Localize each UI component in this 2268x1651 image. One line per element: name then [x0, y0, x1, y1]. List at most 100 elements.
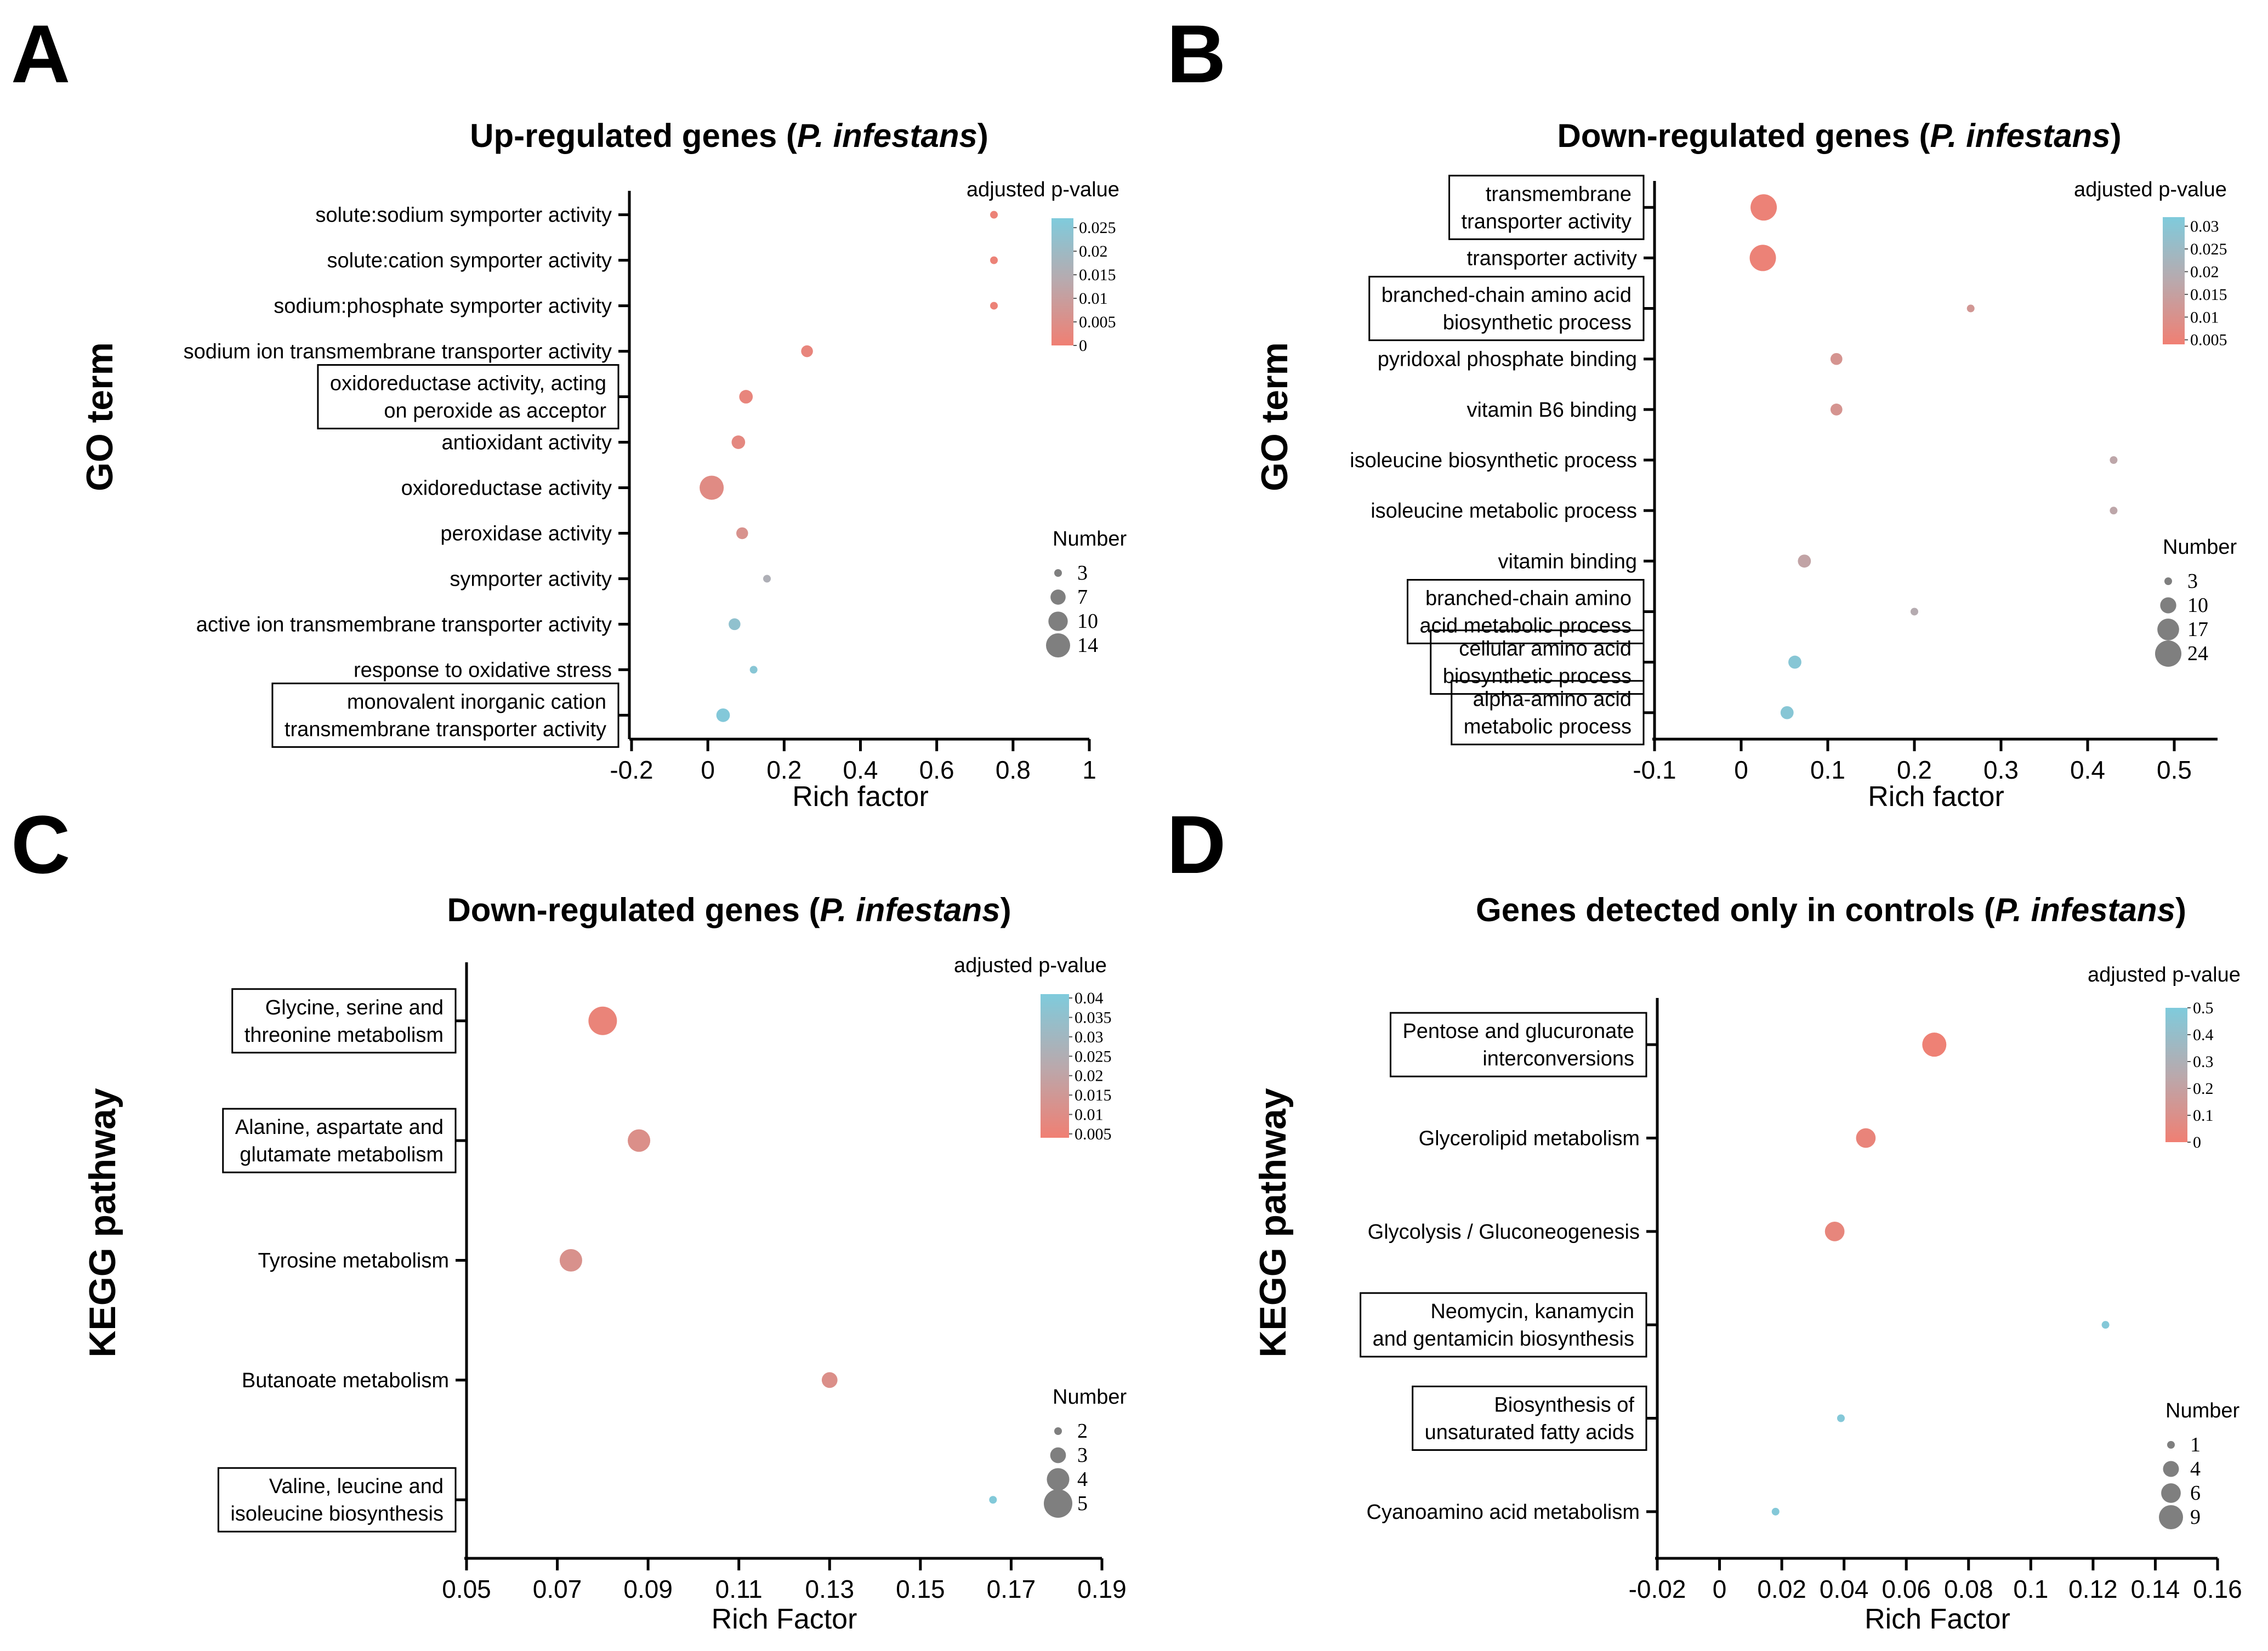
category-box-c: [222, 1108, 457, 1173]
size-legend-label-d: 6: [2190, 1482, 2201, 1505]
x-tick-label-c: 0.05: [442, 1575, 491, 1603]
category-label-line-c: isoleucine biosynthesis: [230, 1502, 444, 1525]
size-legend-label-b: 3: [2187, 570, 2198, 593]
category-label-d: Glycolysis / Gluconeogenesis: [1368, 1221, 1640, 1244]
category-label-line-c: threonine metabolism: [245, 1024, 444, 1047]
color-legend-tick-label-d: 0.4: [2193, 1026, 2214, 1044]
category-box-c: [217, 1467, 457, 1533]
size-legend-label-d: 4: [2190, 1457, 2201, 1480]
color-legend-tick-label-d: 0.1: [2193, 1107, 2214, 1125]
title-suffix: ): [2175, 892, 2186, 928]
color-legend-tick-label-b: 0.01: [2190, 308, 2219, 326]
color-legend-tick-label-b: 0.005: [2190, 331, 2227, 349]
x-tick-label-b: 0.2: [1897, 756, 1932, 784]
x-tick-label-d: 0.04: [1820, 1575, 1869, 1603]
x-tick-label-a: 0.6: [919, 756, 954, 784]
x-tick-label-d: 0: [1713, 1575, 1727, 1603]
data-point-c: [588, 1006, 617, 1035]
data-point-b: [1780, 706, 1794, 719]
panel-letter-b: B: [1167, 8, 1226, 100]
x-tick-label-a: 0.4: [843, 756, 878, 784]
size-legend-title-b: Number: [2163, 536, 2237, 559]
category-label-line-b: biosynthetic process: [1443, 665, 1632, 688]
category-box-d: [1360, 1292, 1647, 1358]
size-legend-dot-d: [2161, 1483, 2181, 1503]
category-label-a: oxidoreductase activity: [401, 476, 612, 500]
category-label-group-d: Biosynthesis of unsaturated fatty acids: [1412, 1386, 1647, 1451]
x-axis-title-d: Rich Factor: [1865, 1603, 2010, 1635]
data-point-d: [2101, 1321, 2110, 1329]
color-legend-tick-label-a: 0.005: [1079, 313, 1116, 331]
data-point-a: [990, 302, 998, 310]
title-suffix: ): [1001, 892, 1011, 928]
x-tick-label-d: 0.12: [2068, 1575, 2118, 1603]
color-legend-tick-label-a: 0.01: [1079, 290, 1108, 308]
color-legend-tick-label-c: 0.035: [1075, 1008, 1112, 1026]
category-label-line-b: cellular amino acid: [1459, 638, 1632, 661]
size-legend-dot-a: [1048, 611, 1068, 631]
category-label-b: isoleucine metabolic process: [1371, 500, 1637, 523]
x-tick-label-c: 0.17: [987, 1575, 1036, 1603]
size-legend-dot-c: [1050, 1447, 1066, 1463]
title-suffix: ): [977, 117, 988, 154]
panel-a: A Up-regulated genes (P. infestans) GO ter…: [11, 8, 1127, 813]
panel-letter-c: C: [11, 798, 70, 890]
category-label-group-c: Glycine, serine and threonine metabolism: [231, 988, 457, 1054]
title-prefix: Down-regulated genes (: [1557, 117, 1930, 154]
data-point-c: [821, 1372, 838, 1388]
category-label-group-b: branched-chain amino acid biosynthetic pr…: [1368, 276, 1645, 342]
size-legend-label-b: 10: [2187, 594, 2208, 617]
x-tick-label-d: 0.06: [1882, 1575, 1931, 1603]
size-legend-dot-a: [1054, 569, 1062, 577]
data-point-b: [2110, 507, 2118, 515]
category-label-line-d: Neomycin, kanamycin: [1430, 1300, 1634, 1323]
category-box-d: [1389, 1012, 1647, 1077]
data-point-c: [628, 1129, 651, 1152]
color-legend-tick-label-a: 0.02: [1079, 242, 1108, 260]
category-label-group-d: Pentose and glucuronate interconversions: [1389, 1012, 1647, 1077]
panel-letter-a: A: [11, 8, 70, 100]
category-label-a: sodium:phosphate symporter activity: [274, 295, 612, 318]
data-point-d: [1856, 1128, 1876, 1148]
category-label-group-c: Valine, leucine and isoleucine biosynthes…: [217, 1467, 457, 1533]
panel-d: D Genes detected only in controls (P. inf…: [1167, 798, 2242, 1635]
color-legend-tick-label-d: 0.2: [2193, 1080, 2214, 1098]
y-axis-title-c: KEGG pathway: [82, 1088, 123, 1357]
category-label-line-b: biosynthetic process: [1443, 311, 1632, 334]
category-label-a: solute:sodium symporter activity: [315, 204, 612, 227]
data-point-b: [1966, 304, 1975, 313]
x-axis-title-b: Rich factor: [1868, 781, 2004, 813]
color-legend-tick-label-a: 0: [1079, 337, 1087, 355]
size-legend-label-a: 10: [1077, 610, 1098, 633]
category-label-line-a: oxidoreductase activity, acting: [330, 372, 606, 395]
category-label-line-d: Biosynthesis of: [1494, 1394, 1634, 1417]
x-tick-label-a: -0.2: [610, 756, 653, 784]
size-legend-title-c: Number: [1053, 1386, 1127, 1409]
category-label-line-b: transporter activity: [1462, 210, 1632, 233]
data-point-c: [989, 1496, 997, 1504]
data-point-b: [1788, 655, 1801, 669]
category-label-c: Butanoate metabolism: [242, 1369, 449, 1392]
x-axis-title-a: Rich factor: [792, 781, 929, 813]
data-point-a: [990, 256, 998, 264]
category-label-line-c: Glycine, serine and: [265, 996, 444, 1019]
category-box-b: [1430, 629, 1645, 695]
color-legend-tick-label-c: 0.015: [1075, 1086, 1112, 1104]
x-tick-label-d: 0.02: [1757, 1575, 1806, 1603]
size-legend-dot-d: [2159, 1505, 2183, 1529]
category-label-a: antioxidant activity: [442, 432, 612, 455]
data-point-b: [1749, 245, 1776, 271]
x-tick-label-c: 0.11: [715, 1575, 763, 1603]
size-legend-dot-b: [2155, 640, 2181, 667]
color-legend-tick-label-d: 0: [2193, 1133, 2201, 1151]
title-prefix: Genes detected only in controls (: [1476, 892, 1995, 928]
category-label-d: Cyanoamino acid metabolism: [1367, 1501, 1640, 1524]
size-legend-title-a: Number: [1053, 527, 1127, 551]
size-legend-dot-b: [2160, 597, 2176, 614]
x-tick-label-d: 0.14: [2131, 1575, 2180, 1603]
title-species: P. infestans: [1995, 892, 2175, 928]
color-legend-tick-label-c: 0.02: [1075, 1067, 1104, 1085]
x-tick-label-d: 0.1: [2013, 1575, 2048, 1603]
category-box-a: [271, 682, 619, 748]
category-label-line-a: transmembrane transporter activity: [285, 718, 606, 741]
